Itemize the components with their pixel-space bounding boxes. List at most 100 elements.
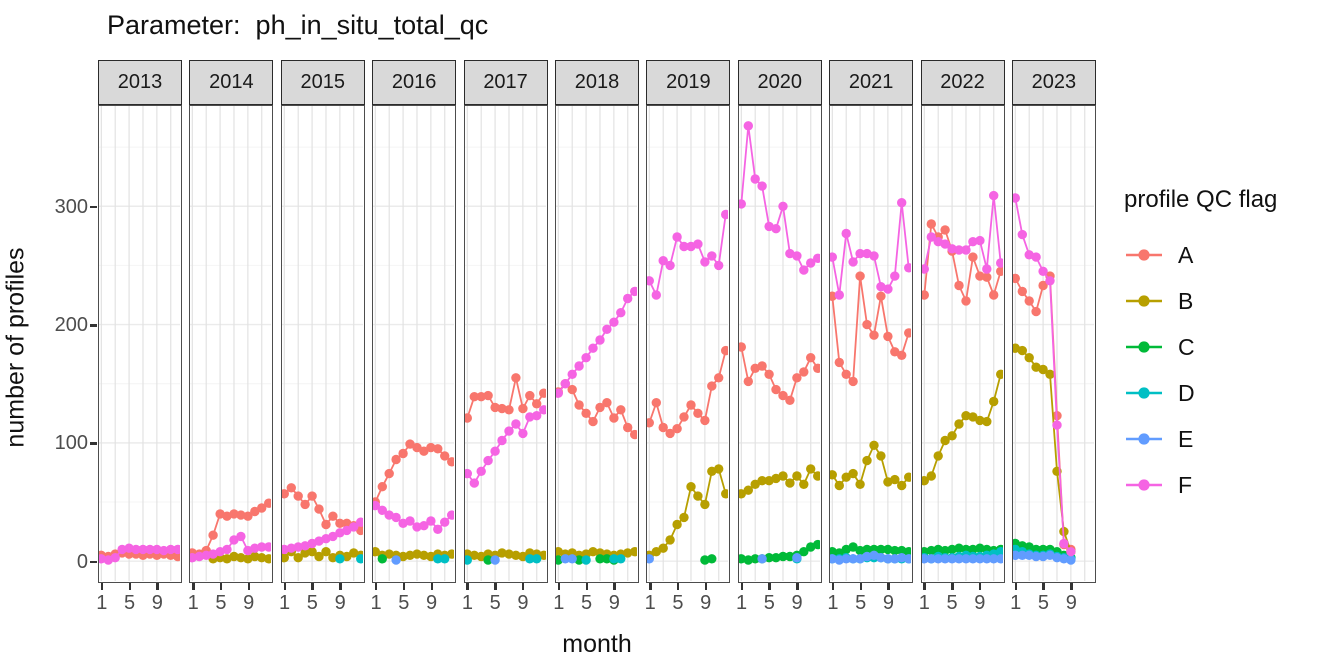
facet-strip-label: 2018 [574,71,620,93]
x-tick-label: 5 [215,592,227,614]
x-tick-label: 1 [918,592,930,614]
series-C [830,542,912,558]
x-tick-label: 1 [370,592,382,614]
x-tick-marks [1012,583,1096,592]
x-tick-label: 5 [398,592,410,614]
legend-entry-A: A [1124,232,1277,278]
series-A [921,219,1003,306]
x-tick-mark [374,583,378,590]
legend-key-icon [1126,295,1162,307]
facet-2019: 2019 1 5 9 [645,60,731,616]
chart-title: Parameter: ph_in_situ_total_qc [107,10,489,40]
x-tick-label: 9 [334,592,346,614]
legend-entry-F: F [1124,462,1277,508]
series-F [647,209,729,300]
facet-strip-label: 2020 [757,71,802,93]
x-tick-mark [768,583,771,590]
x-tick-mark [831,583,835,590]
facet-2017: 2017 1 5 9 [462,60,548,616]
x-tick-mark [311,583,314,590]
x-tick-label: 1 [187,592,199,614]
series-E [647,554,655,564]
y-tick-label: 0 [76,550,88,573]
x-tick-mark [339,583,342,590]
x-tick-mark [466,583,469,590]
facet-plot-area [98,105,182,583]
facet-strip: 2014 [189,60,274,105]
series-B [921,369,1003,486]
x-tick-label: 9 [608,592,620,614]
series-F [190,531,272,563]
facet-2013: 2013 1 5 9 [96,60,182,616]
series-A [373,439,455,507]
x-tick-mark [859,583,863,590]
series-A [555,379,637,440]
x-tick-mark [740,583,744,590]
x-tick-marks [555,583,639,592]
facet-2020: 2020 1 5 9 [736,60,822,616]
series-E [921,554,1003,564]
series-B [738,464,820,499]
x-tick-marks [829,583,913,592]
facet-plot-area [554,105,639,583]
facet-plot-area [280,105,365,583]
series-F [281,517,363,555]
x-tick-marks [98,583,182,592]
facet-strip-label: 2023 [1031,71,1077,93]
x-tick-mark [557,583,561,590]
facet-strip-label: 2019 [666,71,711,93]
x-tick-label: 5 [489,592,501,614]
facet-strip-label: 2015 [300,71,346,93]
x-tick-mark [704,583,708,590]
x-tick-mark [951,583,954,590]
facet-strip-label: 2013 [117,71,163,93]
legend-entry-label: B [1178,287,1194,314]
legend-entry-D: D [1124,370,1277,416]
x-tick-mark [676,583,680,590]
x-tick-mark [494,583,497,590]
facet-strip: 2020 [737,60,822,105]
x-tick-mark [283,583,287,590]
series-A [1012,271,1076,555]
series-E [489,555,500,565]
facet-strip: 2018 [554,60,639,105]
x-tick-label: 1 [461,592,473,614]
y-tick-mark [90,442,97,445]
series-E [1012,550,1076,565]
series-B [208,551,272,564]
facet-2015: 2015 1 5 9 [279,60,365,616]
x-tick-mark [978,583,982,590]
x-tick-mark [192,583,195,590]
facet-strip: 2013 [98,60,182,105]
legend-key-icon [1126,387,1162,399]
legend-key-icon [1126,433,1162,445]
facet-2022: 2022 1 5 9 [919,60,1005,616]
x-tick-label: 9 [517,592,529,614]
x-tick-marks [646,583,730,592]
series-F [830,198,912,300]
legend-title: profile QC flag [1124,186,1278,213]
x-tick-label: 9 [1065,592,1077,614]
legend-entry-label: E [1178,425,1194,452]
series-D [334,554,363,564]
y-tick-mark [90,205,97,209]
x-tick-label: 5 [124,592,136,614]
x-tick-mark [430,583,434,590]
legend-entry-B: B [1124,278,1277,324]
x-tick-mark [521,583,525,590]
x-tick-label: 9 [882,592,895,614]
series-F [555,286,637,398]
x-tick-label: 1 [279,592,291,614]
series-E [391,555,401,565]
x-tick-mark [796,583,799,590]
series-E [560,554,577,564]
x-tick-label: 9 [151,592,163,614]
x-tick-mark [402,583,406,590]
x-tick-marks [738,583,822,592]
